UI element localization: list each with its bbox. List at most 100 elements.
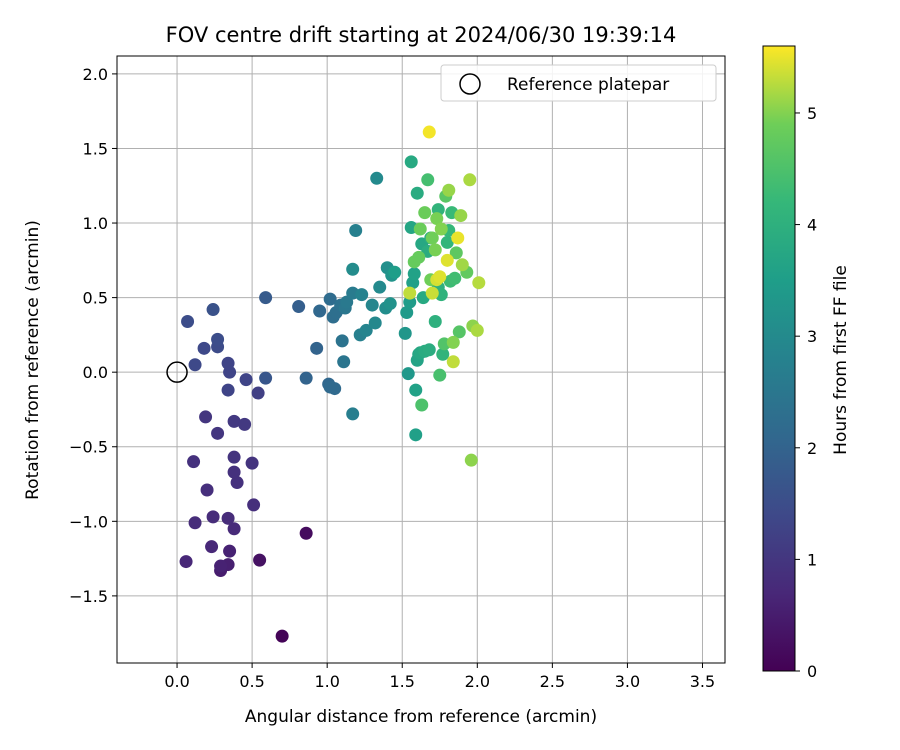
legend-entry: Reference platepar (507, 75, 669, 95)
data-point (373, 280, 387, 294)
data-point (422, 343, 436, 357)
data-point (418, 206, 432, 220)
data-point (214, 559, 228, 573)
data-point (247, 498, 261, 512)
data-point (370, 171, 384, 185)
y-tick-label: −1.0 (69, 512, 108, 531)
data-point (464, 453, 478, 467)
data-point (421, 173, 435, 187)
data-point (433, 270, 447, 284)
data-point (251, 386, 265, 400)
data-point (425, 286, 439, 300)
reference-platepar-marker (166, 361, 188, 383)
colorbar-gradient (762, 45, 796, 672)
data-point (472, 276, 486, 290)
data-point (211, 332, 225, 346)
data-point (409, 383, 423, 397)
data-point (346, 262, 360, 276)
data-point (335, 334, 349, 348)
data-point (383, 297, 397, 311)
data-point (227, 450, 241, 464)
data-point (449, 246, 463, 260)
data-point (238, 417, 252, 431)
data-point (239, 373, 253, 387)
data-point (211, 426, 225, 440)
data-point (200, 483, 214, 497)
y-tick-label: 1.5 (83, 139, 108, 158)
data-point (337, 355, 351, 369)
data-point (470, 323, 484, 337)
colorbar-tick-label: 4 (807, 216, 817, 235)
data-point (346, 407, 360, 421)
data-point (275, 629, 289, 643)
colorbar-tick-label: 2 (807, 439, 817, 458)
data-point (292, 300, 306, 314)
x-tick-label: 2.5 (540, 672, 565, 691)
x-tick-label: 1.5 (390, 672, 415, 691)
data-point (349, 223, 363, 237)
data-point (407, 267, 421, 281)
data-point (415, 398, 429, 412)
data-point (409, 428, 423, 442)
legend-box (440, 64, 717, 102)
data-point (221, 356, 235, 370)
data-point (398, 326, 412, 340)
data-point (205, 540, 219, 554)
data-point (365, 298, 379, 312)
data-point (259, 291, 273, 305)
plot-frame (116, 55, 726, 664)
x-tick-label: 1.0 (314, 672, 339, 691)
data-point (223, 544, 237, 558)
data-point (227, 465, 241, 479)
data-point (188, 516, 202, 530)
data-point (299, 526, 313, 540)
data-point (428, 243, 442, 257)
data-point (428, 314, 442, 328)
data-point (404, 155, 418, 169)
data-point (448, 271, 462, 285)
data-point (446, 335, 460, 349)
data-point (436, 347, 450, 361)
data-point (313, 304, 327, 318)
data-point (425, 231, 439, 245)
data-point (245, 456, 259, 470)
data-point (433, 368, 447, 382)
data-point (310, 341, 324, 355)
data-point (434, 222, 448, 236)
data-point (253, 553, 267, 567)
data-point (206, 510, 220, 524)
data-point (181, 314, 195, 328)
data-point (259, 371, 273, 385)
data-point (442, 183, 456, 197)
data-point (451, 231, 465, 245)
y-axis-label: Rotation from reference (arcmin) (23, 220, 43, 500)
y-tick-label: 1.0 (83, 214, 108, 233)
data-point (368, 316, 382, 330)
data-point (359, 323, 373, 337)
legend: Reference platepar (440, 64, 717, 102)
y-tick-label: 2.0 (83, 65, 108, 84)
x-tick-label: 0.5 (239, 672, 264, 691)
data-point (230, 476, 244, 490)
colorbar-tick-label: 1 (807, 550, 817, 569)
x-tick-label: 2.0 (465, 672, 490, 691)
y-tick-label: 0.0 (83, 363, 108, 382)
y-tick-label: −1.5 (69, 587, 108, 606)
data-point (355, 288, 369, 302)
data-point (410, 186, 424, 200)
data-point (227, 414, 241, 428)
chart-title: FOV centre drift starting at 2024/06/30 … (166, 23, 677, 47)
data-point (188, 358, 202, 372)
data-point (299, 371, 313, 385)
data-point (403, 295, 417, 309)
colorbar-label: Hours from first FF file (831, 265, 851, 455)
y-tick-label: −0.5 (69, 438, 108, 457)
x-tick-label: 3.5 (690, 672, 715, 691)
data-point (401, 367, 415, 381)
data-point (199, 410, 213, 424)
x-axis-label: Angular distance from reference (arcmin) (245, 707, 597, 727)
data-point (440, 253, 454, 267)
data-point (179, 555, 193, 569)
y-axis-ticks: −1.5 −1.0 −0.5 0.0 0.5 1.0 1.5 2.0 (69, 65, 117, 606)
